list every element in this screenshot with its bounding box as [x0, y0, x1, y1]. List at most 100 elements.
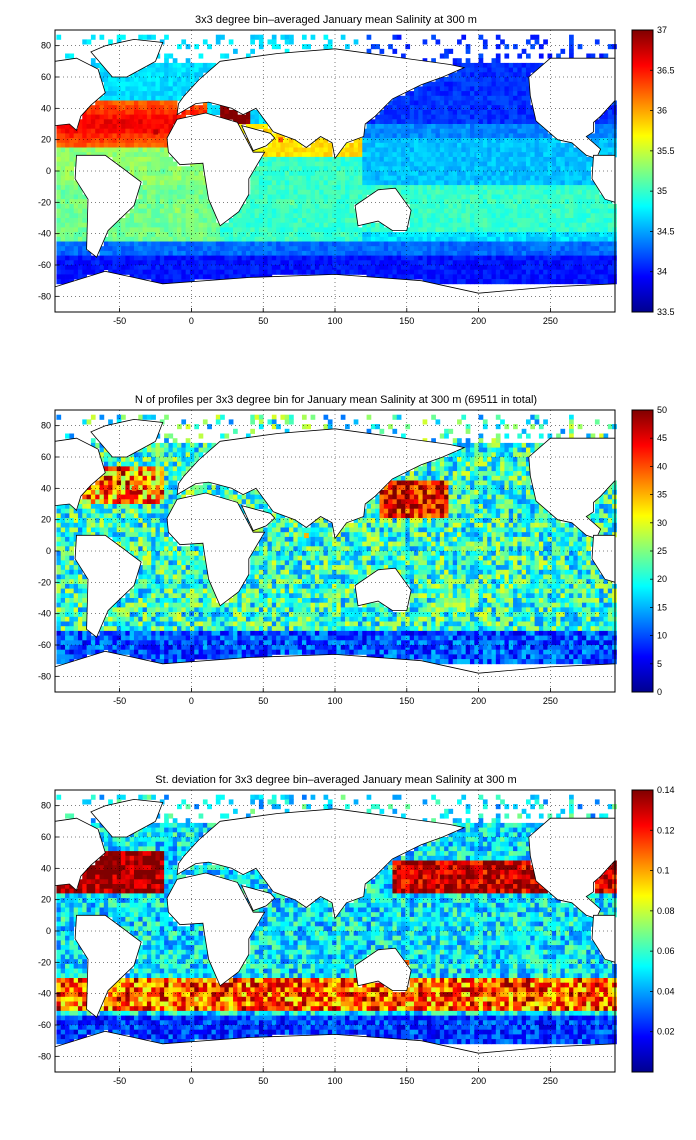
heatmap-cell	[439, 260, 445, 266]
heatmap-cell	[401, 246, 406, 252]
heatmap-cell	[181, 461, 187, 467]
heatmap-cell	[82, 208, 87, 214]
heatmap-cell	[469, 236, 475, 242]
heatmap-cell	[547, 185, 553, 191]
heatmap-cell	[495, 218, 501, 224]
heatmap-cell	[525, 156, 531, 162]
heatmap-cell	[254, 241, 260, 247]
heatmap-cell	[495, 109, 501, 115]
heatmap-cell	[495, 72, 501, 78]
heatmap-cell	[504, 156, 510, 162]
heatmap-cell	[457, 250, 462, 256]
heatmap-cell	[224, 255, 230, 261]
heatmap-cell	[461, 227, 467, 233]
heatmap-cell	[207, 109, 212, 115]
heatmap-cell	[276, 246, 281, 252]
heatmap-cell	[250, 274, 255, 280]
heatmap-cell	[491, 199, 497, 205]
coastline	[176, 48, 466, 160]
heatmap-cell	[362, 246, 367, 252]
heatmap-cell	[388, 100, 393, 106]
heatmap-cell	[370, 175, 376, 181]
heatmap-data-cell	[131, 121, 137, 127]
heatmap-cell	[297, 265, 303, 271]
heatmap-cell	[478, 138, 484, 144]
heatmap-cell	[159, 77, 165, 83]
heatmap-cell	[276, 185, 281, 191]
heatmap-cell	[116, 128, 122, 134]
heatmap-cell	[263, 161, 268, 167]
heatmap-cell	[612, 227, 617, 233]
heatmap-cell	[474, 114, 479, 120]
heatmap-cell	[224, 236, 230, 242]
heatmap-cell	[478, 241, 484, 247]
heatmap-cell	[155, 119, 161, 125]
heatmap-cell	[547, 213, 553, 219]
heatmap-cell	[56, 265, 62, 271]
heatmap-cell	[271, 250, 277, 256]
heatmap-cell	[452, 152, 458, 158]
heatmap-cell	[168, 77, 174, 83]
heatmap-cell	[491, 105, 497, 111]
heatmap-cell	[431, 119, 436, 125]
heatmap-cell	[340, 218, 346, 224]
heatmap-cell	[491, 72, 497, 78]
heatmap-cell	[146, 194, 152, 200]
heatmap-cell	[564, 227, 570, 233]
heatmap-cell	[474, 461, 479, 467]
heatmap-cell	[254, 109, 260, 115]
heatmap-cell	[508, 194, 514, 200]
heatmap-cell	[401, 180, 406, 186]
heatmap-cell	[142, 189, 148, 195]
heatmap-cell	[345, 241, 350, 247]
heatmap-cell	[314, 265, 320, 271]
heatmap-cell	[146, 128, 152, 134]
heatmap-cell	[448, 77, 454, 83]
heatmap-cell	[426, 232, 432, 238]
heatmap-cell	[439, 269, 445, 275]
heatmap-cell	[487, 442, 492, 448]
heatmap-cell	[513, 461, 518, 467]
heatmap-cell	[121, 124, 126, 130]
heatmap-cell	[521, 260, 527, 266]
heatmap-cell	[112, 236, 118, 242]
heatmap-cell	[207, 250, 212, 256]
heatmap-cell	[504, 175, 510, 181]
heatmap-cell	[177, 269, 182, 275]
heatmap-cell	[181, 442, 187, 448]
heatmap-cell	[357, 161, 363, 167]
heatmap-cell	[569, 419, 574, 425]
heatmap-cell	[289, 175, 294, 181]
heatmap-cell	[375, 250, 380, 256]
heatmap-cell	[220, 260, 225, 266]
heatmap-cell	[513, 147, 518, 153]
heatmap-cell	[547, 218, 553, 224]
heatmap-cell	[538, 208, 544, 214]
heatmap-cell	[69, 147, 75, 153]
heatmap-cell	[194, 452, 199, 458]
heatmap-cell	[534, 419, 540, 425]
heatmap-cell	[435, 203, 441, 209]
heatmap-cell	[525, 180, 531, 186]
heatmap-cell	[125, 246, 131, 252]
heatmap-cell	[474, 452, 479, 458]
heatmap-cell	[237, 236, 243, 242]
heatmap-cell	[551, 142, 557, 148]
heatmap-cell	[500, 241, 505, 247]
heatmap-cell	[90, 58, 96, 64]
heatmap-cell	[254, 260, 260, 266]
heatmap-cell	[500, 175, 505, 181]
heatmap-cell	[396, 260, 402, 266]
heatmap-cell	[444, 119, 449, 125]
heatmap-cell	[418, 185, 423, 191]
heatmap-cell	[594, 265, 600, 271]
heatmap-cell	[172, 279, 178, 285]
heatmap-cell	[164, 152, 169, 158]
heatmap-cell	[495, 53, 501, 59]
heatmap-cell	[590, 250, 596, 256]
heatmap-cell	[198, 208, 204, 214]
heatmap-cell	[336, 156, 342, 162]
heatmap-cell	[133, 152, 139, 158]
heatmap-cell	[194, 222, 199, 228]
y-tick-label: 60	[41, 72, 51, 82]
